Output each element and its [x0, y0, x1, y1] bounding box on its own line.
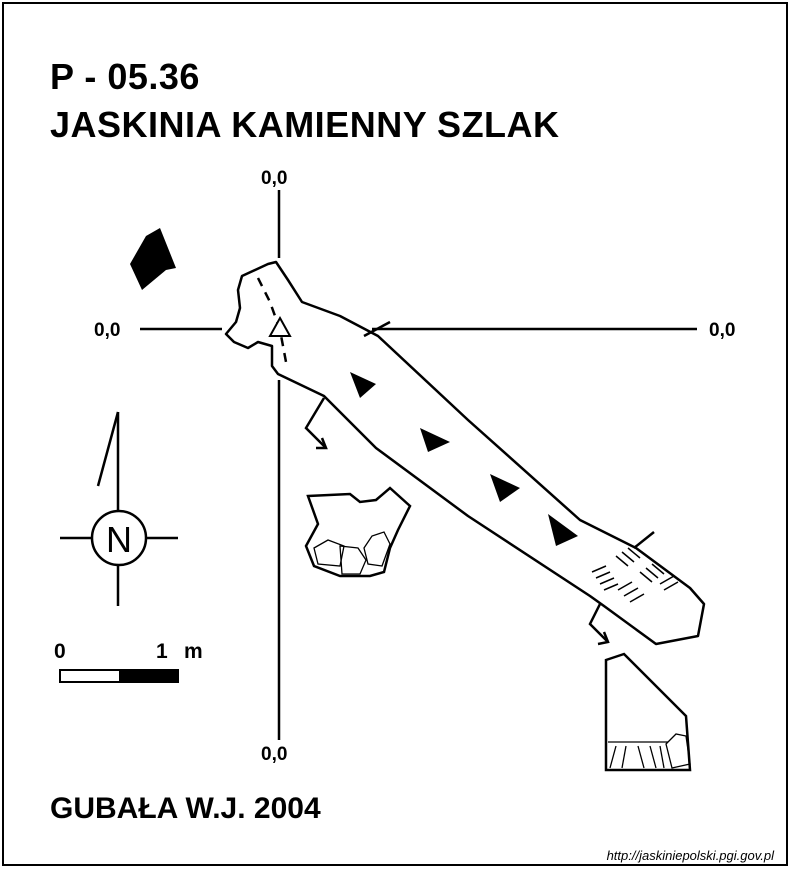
compass-letter: N — [106, 519, 132, 560]
source-link[interactable]: http://jaskiniepolski.pgi.gov.pl — [606, 848, 774, 863]
cross-section-1-marker — [304, 397, 328, 450]
slope-arrow-icon — [548, 514, 578, 546]
scale-bar — [59, 669, 179, 683]
compass-rose-icon — [60, 411, 178, 606]
slope-arrows — [350, 372, 578, 546]
section-tick — [633, 531, 655, 549]
cross-section-2-marker — [588, 603, 610, 646]
axis-label-top: 0,0 — [261, 168, 288, 189]
scale-unit-label: m — [184, 640, 203, 663]
axis-label-bottom: 0,0 — [261, 744, 288, 765]
axis-label-left: 0,0 — [94, 320, 121, 341]
rubble-hatching — [591, 547, 679, 603]
cave-outline — [224, 260, 706, 646]
entrance-arrow-icon — [130, 228, 176, 290]
section-tick — [363, 320, 391, 338]
scale-start-label: 0 — [54, 640, 66, 663]
cave-code: P - 05.36 — [50, 56, 200, 97]
author-credit: GUBAŁA W.J. 2004 — [50, 792, 321, 825]
scale-bar-white-segment — [59, 669, 121, 683]
scale-end-label: 1 — [156, 640, 168, 663]
axis-lines — [140, 190, 697, 740]
cave-name: JASKINIA KAMIENNY SZLAK — [50, 104, 560, 145]
scale-bar-black-segment — [119, 669, 179, 683]
entrance-point-icon — [268, 315, 292, 337]
slope-arrow-icon — [490, 474, 520, 502]
slope-arrow-icon — [350, 372, 376, 398]
drip-line — [256, 277, 288, 363]
cross-section-1 — [304, 486, 412, 578]
north-arrow-icon — [96, 411, 120, 487]
cave-passage-outline — [224, 260, 706, 646]
cross-section-2 — [604, 652, 692, 772]
axis-label-right: 0,0 — [709, 320, 736, 341]
slope-arrow-icon — [420, 428, 450, 452]
